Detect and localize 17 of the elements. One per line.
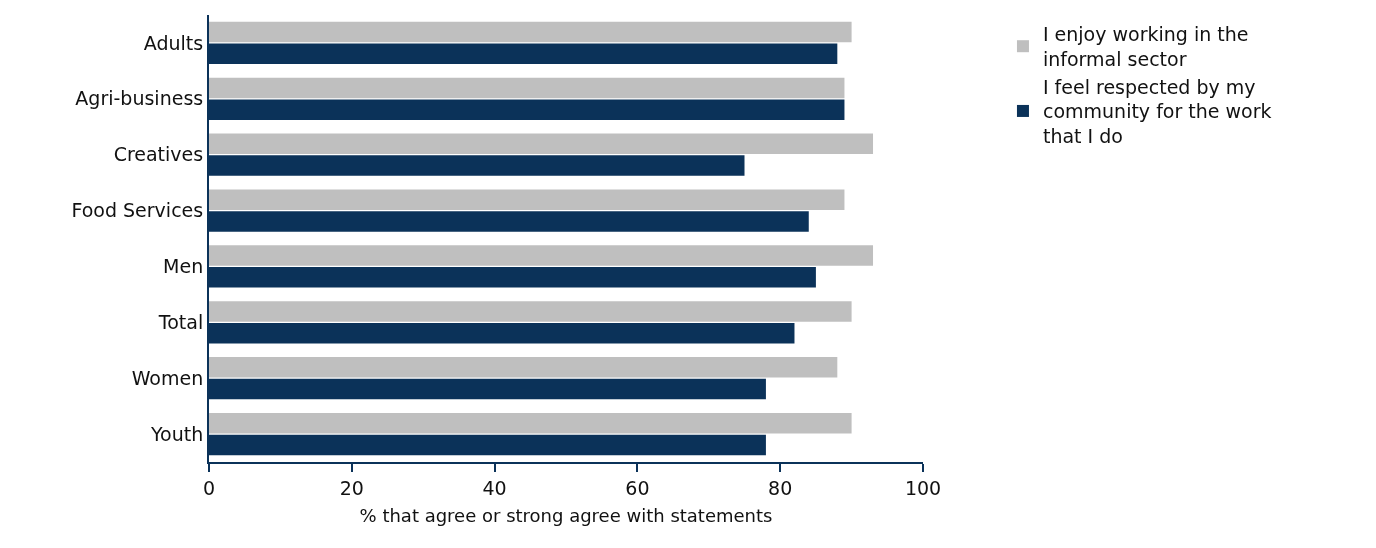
y-tick-label: Total: [157, 310, 204, 333]
x-axis-title: % that agree or strong agree with statements: [359, 505, 773, 527]
x-tick-label: 80: [768, 476, 793, 499]
y-tick-label: Men: [163, 255, 204, 278]
y-tick-label: Agri-business: [75, 87, 204, 110]
y-tick-label: Women: [131, 366, 204, 389]
x-tick-label: 0: [202, 476, 216, 499]
y-tick-label: Youth: [149, 422, 204, 445]
x-tick-label: 20: [339, 476, 364, 499]
legend-label: I enjoy working in the informal sector: [1042, 23, 1249, 70]
x-tick-label: 100: [904, 476, 942, 499]
legend-label: I feel respected by my community for the work that I do: [1042, 75, 1272, 148]
x-tick-label: 60: [625, 476, 650, 499]
y-tick-label: Food Services: [71, 199, 204, 222]
y-tick-label: Creatives: [113, 143, 204, 166]
y-tick-label: Adults: [143, 31, 204, 54]
x-tick-label: 40: [482, 476, 507, 499]
